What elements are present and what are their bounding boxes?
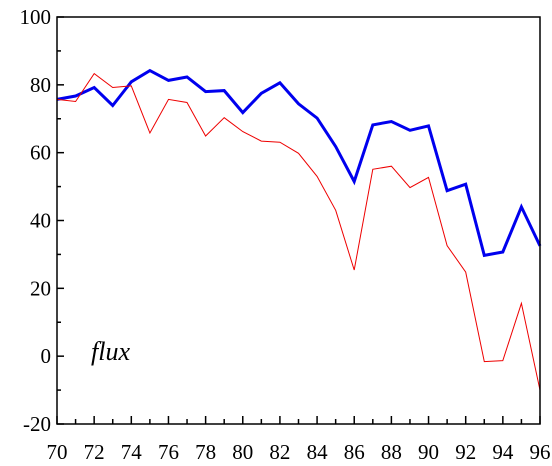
- y-tick-label: 20: [30, 276, 51, 300]
- series-layer: [56, 68, 542, 391]
- series-line-1: [56, 68, 542, 258]
- y-tick-label: 0: [41, 344, 52, 368]
- x-tick-label: 84: [307, 440, 329, 464]
- x-tick-label: 86: [344, 440, 365, 464]
- y-tick-label: 80: [30, 73, 51, 97]
- series-line-2: [56, 72, 541, 391]
- y-tick-label: 60: [30, 141, 51, 165]
- y-tick-label: 100: [20, 5, 52, 29]
- ticks-layer: -20 0 20 40 60 80 100 70 72 74 76 78 80 82 84 86 88 90 92 9…: [20, 5, 551, 464]
- x-tick-label: 90: [418, 440, 439, 464]
- y-tick-label: -20: [23, 412, 51, 436]
- x-tick-label: 88: [381, 440, 402, 464]
- x-tick-label: 80: [232, 440, 253, 464]
- x-tick-label: 72: [84, 440, 105, 464]
- x-tick-label: 78: [195, 440, 216, 464]
- flux-annotation: flux: [91, 337, 130, 366]
- x-tick-label: 70: [47, 440, 68, 464]
- y-tick-label: 40: [30, 209, 51, 233]
- x-tick-label: 74: [121, 440, 143, 464]
- x-tick-label: 96: [530, 440, 551, 464]
- x-tick-label: 94: [492, 440, 514, 464]
- x-tick-label: 76: [158, 440, 179, 464]
- x-tick-label: 82: [269, 440, 290, 464]
- x-tick-label: 92: [455, 440, 476, 464]
